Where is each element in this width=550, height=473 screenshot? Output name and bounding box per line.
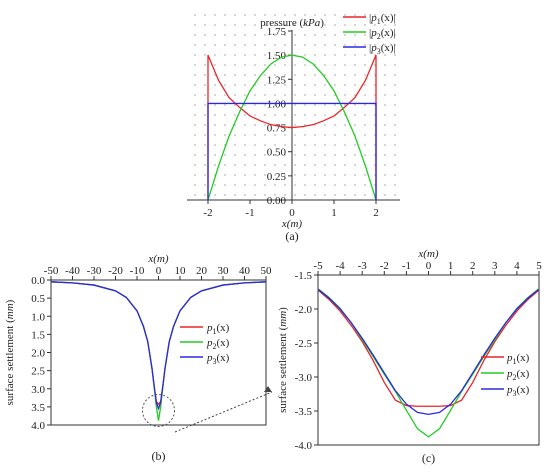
x-tick-label: 0 xyxy=(289,207,295,219)
series-line-1 xyxy=(317,289,540,407)
chart-panel-a: 0.00 0.25 0.50 0.75 1.00 1.25 1.50 1.75 -2 -1 0 1 2 p… xyxy=(187,12,400,243)
y-axis-label: surface settlement (mm) xyxy=(277,307,289,413)
y-tick-label: -1.5 xyxy=(295,270,313,282)
y-tick-label: 2.0 xyxy=(31,348,45,360)
x-tick-label: -1 xyxy=(245,207,254,219)
legend-label: p1(x) xyxy=(206,322,230,336)
x-tick-label: -20 xyxy=(108,265,123,277)
panel-caption-a: (a) xyxy=(285,229,298,243)
y-tick-label: 1.75 xyxy=(267,26,287,38)
y-tick-label: 0.75 xyxy=(267,123,287,135)
x-axis-label: x(m) xyxy=(417,248,438,260)
y-tick-label: -2.0 xyxy=(295,304,313,316)
x-tick-label: 50 xyxy=(261,265,273,277)
x-tick-label: 1 xyxy=(331,207,337,219)
y-tick-label: -3.0 xyxy=(295,372,313,384)
y-tick-label: 2.5 xyxy=(31,366,45,378)
series-line-1 xyxy=(207,54,377,200)
zoom-circle xyxy=(142,394,175,427)
y-tick-label: -2.5 xyxy=(295,338,313,350)
y-tick-label: 3.5 xyxy=(31,402,45,414)
legend-label: p3(x) xyxy=(506,384,530,398)
x-tick-label: -3 xyxy=(358,260,368,272)
series-line-3 xyxy=(50,281,267,411)
x-tick-label: 2 xyxy=(373,207,379,219)
x-tick-label: 20 xyxy=(196,265,208,277)
y-tick-label: 1.00 xyxy=(267,98,287,110)
y-tick-label: 1.25 xyxy=(267,74,287,86)
panel-caption-c: (c) xyxy=(422,451,435,465)
y-tick-label: 1.50 xyxy=(267,50,287,62)
x-tick-label: -2 xyxy=(380,260,389,272)
y-tick-label: 3.0 xyxy=(31,384,45,396)
x-tick-label: -30 xyxy=(87,265,102,277)
y-tick-label: 1.5 xyxy=(31,329,45,341)
chart-panel-c: -5 -4 -3 -2 -1 0 1 2 3 4 5 -1.5 -2.0 -2.5 -3.0 -3.5 -4.0… xyxy=(277,248,542,465)
x-tick-label: 0 xyxy=(156,265,162,277)
series-line-3 xyxy=(207,102,377,200)
x-tick-label: 0 xyxy=(426,260,432,272)
legend-label: p2(x) xyxy=(506,368,530,382)
y-tick-label: 4.0 xyxy=(31,420,45,432)
x-tick-label: -5 xyxy=(313,260,323,272)
legend-label: |p3(x)| xyxy=(369,42,396,56)
y-tick-label: 0.25 xyxy=(267,171,287,183)
plot-background-grid xyxy=(187,12,400,200)
x-tick-label: -4 xyxy=(336,260,346,272)
x-tick-label: -2 xyxy=(203,207,212,219)
y-tick-label: 0.00 xyxy=(267,195,287,207)
x-tick-label: -10 xyxy=(130,265,145,277)
x-tick-label: 1 xyxy=(448,260,454,272)
legend-label: p2(x) xyxy=(206,337,230,351)
y-tick-label: 0.50 xyxy=(267,147,287,159)
series-line-1 xyxy=(50,281,267,406)
y-tick-label: 1.0 xyxy=(31,311,45,323)
y-axis-label: pressure (kPa) xyxy=(260,17,324,29)
y-tick-label: -4.0 xyxy=(295,440,313,452)
x-tick-label: -1 xyxy=(402,260,411,272)
panel-caption-b: (b) xyxy=(152,449,166,463)
x-tick-label: 2 xyxy=(470,260,476,272)
x-tick-label: 30 xyxy=(218,265,230,277)
x-tick-label: -50 xyxy=(44,265,59,277)
series-line-2 xyxy=(50,281,267,421)
x-axis-label: x(m) xyxy=(147,253,168,265)
legend-label: |p2(x)| xyxy=(369,27,396,41)
x-tick-label: 4 xyxy=(514,260,520,272)
y-tick-label: -3.5 xyxy=(295,406,313,418)
y-tick-label: 0.5 xyxy=(31,293,45,305)
zoom-connector-line xyxy=(174,391,273,433)
series-line-3 xyxy=(317,288,540,416)
series-line-2 xyxy=(207,54,377,201)
x-tick-label: -40 xyxy=(65,265,80,277)
legend-label: p1(x) xyxy=(506,352,530,366)
y-tick-label: 0.0 xyxy=(31,275,45,287)
plot-frame xyxy=(317,274,540,446)
x-tick-label: 10 xyxy=(175,265,187,277)
zoom-arrow-head xyxy=(264,386,272,392)
x-tick-label: 5 xyxy=(536,260,542,272)
y-axis-label: surface settlement (mm) xyxy=(4,299,16,405)
legend-label: p3(x) xyxy=(206,352,230,366)
legend-label: |p1(x)| xyxy=(369,12,396,26)
x-axis-label: x(m) xyxy=(281,218,302,230)
chart-panel-b: -50 -40 -30 -20 -10 0 10 20 30 40 50 0.0 0.5 1.0 1.5 2.… xyxy=(4,253,272,463)
x-tick-label: 3 xyxy=(492,260,498,272)
x-tick-label: 40 xyxy=(239,265,251,277)
